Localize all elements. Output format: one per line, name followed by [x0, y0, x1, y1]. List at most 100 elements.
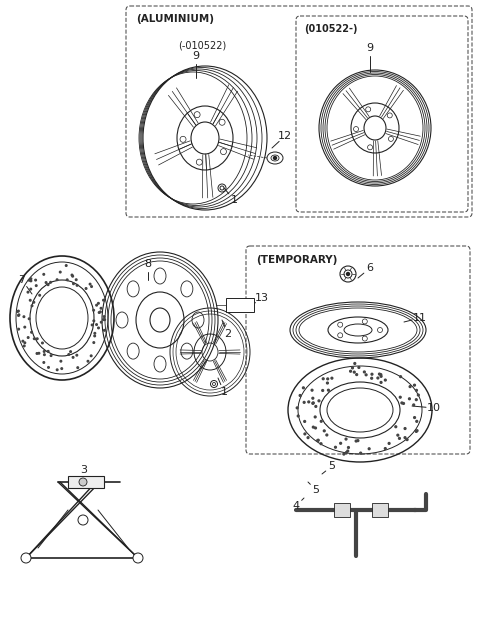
- Circle shape: [21, 553, 31, 563]
- Text: 5: 5: [328, 461, 336, 471]
- Circle shape: [416, 420, 418, 422]
- Circle shape: [388, 442, 390, 444]
- Circle shape: [48, 351, 49, 352]
- Circle shape: [312, 426, 314, 428]
- Circle shape: [93, 310, 95, 311]
- Circle shape: [324, 430, 325, 432]
- Circle shape: [28, 280, 30, 281]
- Circle shape: [77, 367, 79, 369]
- Circle shape: [72, 275, 73, 277]
- Circle shape: [326, 382, 328, 384]
- Circle shape: [408, 398, 410, 399]
- Circle shape: [317, 440, 319, 442]
- Circle shape: [18, 310, 19, 312]
- Circle shape: [340, 442, 342, 444]
- Circle shape: [335, 446, 336, 448]
- Circle shape: [34, 338, 35, 339]
- Circle shape: [312, 403, 314, 404]
- Circle shape: [312, 397, 314, 399]
- Circle shape: [24, 326, 25, 328]
- Circle shape: [397, 435, 399, 436]
- Circle shape: [42, 342, 43, 344]
- Circle shape: [343, 453, 345, 455]
- Circle shape: [371, 373, 373, 375]
- Circle shape: [322, 378, 324, 380]
- Circle shape: [48, 367, 49, 368]
- Circle shape: [380, 376, 382, 377]
- Circle shape: [299, 395, 301, 396]
- Circle shape: [45, 282, 47, 284]
- Circle shape: [50, 355, 52, 356]
- Circle shape: [35, 279, 36, 281]
- Circle shape: [365, 374, 367, 376]
- Circle shape: [327, 389, 329, 391]
- Circle shape: [90, 355, 92, 356]
- Text: 7: 7: [18, 275, 25, 285]
- Circle shape: [403, 403, 405, 404]
- Circle shape: [38, 353, 40, 354]
- Circle shape: [36, 338, 38, 340]
- Circle shape: [56, 279, 58, 280]
- Circle shape: [103, 300, 104, 301]
- Circle shape: [358, 367, 360, 369]
- Circle shape: [274, 157, 276, 159]
- Circle shape: [347, 450, 348, 452]
- Circle shape: [76, 285, 78, 286]
- Circle shape: [314, 427, 316, 429]
- Circle shape: [98, 312, 100, 314]
- Bar: [334, 503, 350, 517]
- Circle shape: [380, 374, 382, 376]
- Bar: [68, 476, 104, 488]
- Circle shape: [60, 360, 62, 362]
- Circle shape: [39, 294, 40, 296]
- Circle shape: [415, 399, 417, 401]
- Circle shape: [379, 373, 380, 375]
- Circle shape: [312, 402, 314, 404]
- Circle shape: [395, 426, 396, 428]
- Circle shape: [351, 367, 353, 369]
- Circle shape: [311, 389, 313, 391]
- Circle shape: [96, 305, 97, 306]
- Circle shape: [400, 376, 401, 378]
- Circle shape: [18, 328, 20, 330]
- Circle shape: [93, 342, 95, 344]
- Circle shape: [30, 280, 32, 282]
- Circle shape: [43, 351, 45, 352]
- Text: 3: 3: [81, 465, 87, 475]
- Circle shape: [36, 285, 37, 287]
- Circle shape: [345, 438, 347, 440]
- Text: 9: 9: [366, 43, 373, 53]
- Circle shape: [87, 360, 89, 362]
- Circle shape: [314, 416, 316, 418]
- Circle shape: [33, 301, 35, 303]
- Circle shape: [94, 333, 96, 334]
- Circle shape: [415, 431, 417, 432]
- Text: 8: 8: [144, 259, 152, 269]
- Circle shape: [50, 282, 51, 283]
- Circle shape: [71, 274, 73, 276]
- Circle shape: [79, 478, 87, 486]
- Text: 11: 11: [413, 313, 427, 323]
- Circle shape: [409, 386, 411, 388]
- Text: 1: 1: [230, 195, 238, 205]
- Circle shape: [318, 400, 320, 402]
- Text: 4: 4: [292, 501, 300, 511]
- Circle shape: [60, 271, 61, 273]
- Circle shape: [406, 438, 408, 440]
- Circle shape: [30, 278, 32, 280]
- Circle shape: [380, 381, 382, 383]
- Circle shape: [72, 283, 74, 285]
- Circle shape: [70, 351, 72, 353]
- Circle shape: [85, 288, 87, 289]
- Text: 6: 6: [367, 263, 373, 273]
- Circle shape: [24, 345, 25, 347]
- Circle shape: [97, 303, 99, 304]
- Circle shape: [31, 305, 33, 307]
- Circle shape: [99, 311, 101, 313]
- Circle shape: [18, 315, 19, 316]
- Circle shape: [103, 316, 105, 317]
- Circle shape: [398, 438, 400, 439]
- Circle shape: [44, 354, 45, 355]
- Circle shape: [356, 374, 358, 376]
- Circle shape: [331, 377, 333, 379]
